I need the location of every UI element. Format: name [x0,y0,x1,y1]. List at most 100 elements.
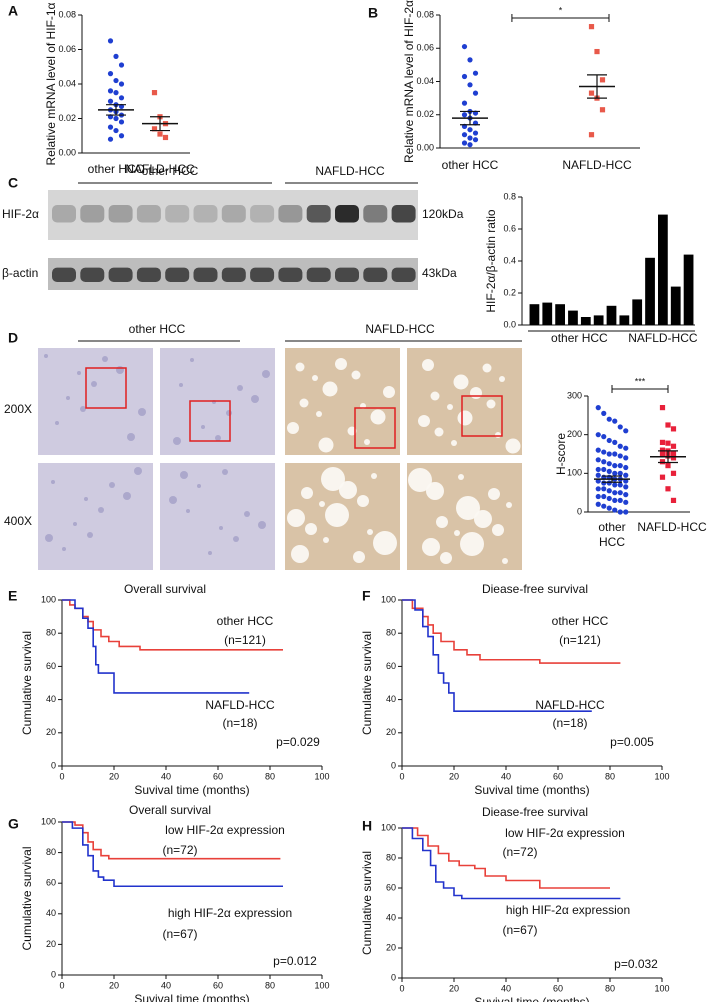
data-point [595,472,601,478]
y-tick-label: 0.08 [58,9,76,19]
data-point [612,470,618,476]
y-tick-label: 80 [46,628,56,638]
fat-vacuole [373,531,397,555]
data-point [601,466,607,473]
data-point [162,134,169,141]
blot-band [221,267,246,282]
fat-vacuole [470,387,482,399]
x-axis-label: Suvival time (months) [474,995,589,1002]
data-point [118,81,125,87]
group-label: NAFLD-HCC [628,331,698,345]
annotation: p=0.012 [273,954,317,968]
data-point [659,474,666,480]
survival-curve [402,599,592,713]
nucleus-cluster [197,484,201,488]
fat-vacuole [318,437,334,453]
nucleus-cluster [226,410,232,416]
bar [580,317,591,325]
data-point [588,24,595,30]
x-tick-label: 100 [314,771,329,781]
data-point [118,62,125,68]
annotation: other HCC [217,614,274,628]
survival-curve [402,827,621,900]
annotation: (n=67) [502,923,537,937]
data-point [461,73,468,80]
data-point [670,451,677,457]
data-point [107,38,114,44]
annotation: (n=121) [559,633,601,647]
x-tick-label: 100 [314,980,329,990]
data-point [472,70,479,76]
bar [529,304,540,325]
fat-vacuole [295,362,305,372]
data-point [623,445,629,451]
data-point [107,124,114,130]
nucleus-cluster [251,395,259,403]
panel-letter: E [8,588,17,604]
data-point [623,428,629,434]
nucleus-cluster [186,509,190,513]
data-point [467,82,473,88]
data-point [617,482,623,488]
error-bar [460,110,480,126]
y-tick-label: 80 [386,852,396,862]
blot-band [306,267,331,282]
data-point [601,493,607,500]
nucleus-cluster [44,354,48,358]
data-point [461,112,468,118]
y-axis-label: HIF-2α/β-actin ratio [484,209,498,313]
nucleus-cluster [80,406,86,412]
y-axis-label: Cumulative survival [20,631,34,735]
y-tick-label: 20 [386,942,396,952]
nucleus-cluster [237,385,243,391]
fat-vacuole [458,474,464,480]
fat-vacuole [460,532,484,556]
data-point [606,505,612,511]
data-point [623,509,629,515]
x-category-label: NAFLD-HCC [637,520,707,534]
blot-band [193,267,218,282]
ihc-image [38,463,153,570]
survival-curve [62,821,283,888]
blot-band [136,267,161,282]
fat-vacuole [383,386,395,398]
data-point [601,434,607,440]
nucleus-cluster [91,381,97,387]
fat-vacuole [502,558,508,564]
fat-vacuole [321,467,345,491]
group-label: other HCC [129,322,186,336]
y-tick-label: 200 [567,429,582,439]
data-point [623,499,629,505]
nucleus-cluster [134,467,142,475]
data-point [623,484,629,490]
x-tick-label: 60 [213,980,223,990]
y-axis-label: Cumulative survival [20,846,34,950]
data-point [612,497,618,503]
blot-band [391,267,416,282]
error-bar [150,116,170,132]
panel-letter: H [362,818,372,834]
y-tick-label: 100 [41,594,56,604]
data-point [659,447,666,453]
bar [568,310,578,325]
data-point [612,482,618,488]
nucleus-cluster [173,437,181,445]
data-point [467,142,473,148]
y-tick-label: 0.0 [503,319,516,329]
panel-letter: B [368,5,378,21]
data-point [461,100,468,106]
data-point [113,53,119,60]
data-point [659,405,666,411]
y-tick-label: 40 [46,908,56,918]
panel-letter: G [8,816,19,832]
row-label: 400X [4,514,32,528]
y-tick-label: 40 [46,694,56,704]
nucleus-cluster [98,507,104,513]
survival-curve [62,599,250,694]
fat-vacuole [422,538,440,556]
nucleus-cluster [258,521,266,529]
fat-vacuole [426,482,444,500]
data-point [599,77,606,83]
data-point [467,57,473,63]
data-point [606,495,612,502]
